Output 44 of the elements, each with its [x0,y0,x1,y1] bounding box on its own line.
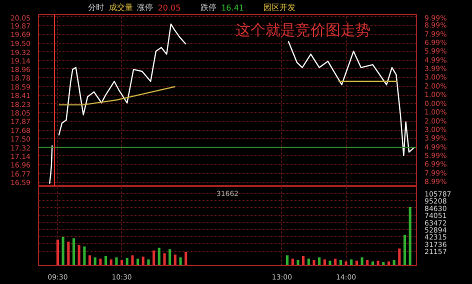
bar [307,258,310,266]
bar [147,259,150,266]
bar [302,256,305,266]
bar [291,258,294,266]
bar [168,249,172,266]
bar [286,255,289,266]
bar [174,254,176,266]
text: 20.05 [158,4,181,12]
bar [184,252,188,266]
bar [312,260,316,266]
bar [104,256,108,266]
bar [408,206,412,266]
bar [296,260,300,266]
bar [403,234,406,266]
bar [67,242,70,266]
text: 跌停 [200,3,216,12]
bar [62,236,64,266]
bar [163,253,166,266]
text: 分时 [88,3,104,12]
bar [72,238,76,266]
bar [152,250,156,266]
bar [334,258,337,266]
bar [131,255,134,266]
bar [56,240,59,266]
bar [78,245,80,266]
text: 涨停 [137,3,154,12]
text: 成交量 [108,3,133,12]
bar [115,257,118,266]
bar [142,256,144,266]
bar [83,246,86,266]
line-series [48,144,53,184]
bar [158,248,160,266]
bar [398,248,401,266]
text: 园区开发 [264,3,296,12]
bar [376,260,380,266]
bar [136,258,140,266]
bar [99,258,102,266]
bar [88,255,92,266]
bar [355,260,358,266]
bar [126,258,128,266]
annotation: 这个就是竞价图走势 [236,20,371,39]
bar [328,260,332,266]
bar [344,261,348,266]
text: 16.41 [221,4,244,12]
